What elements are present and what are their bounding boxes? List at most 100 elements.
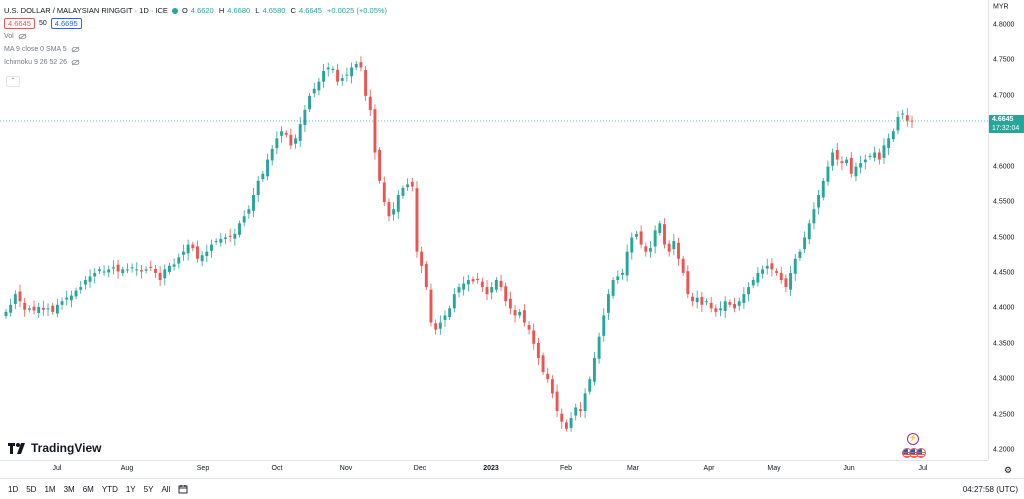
- candle: [55, 298, 59, 318]
- calendar-range-icon[interactable]: [178, 484, 188, 494]
- candle-body: [266, 159, 269, 177]
- range-button-5d[interactable]: 5D: [26, 484, 37, 494]
- currency-label: MYR: [993, 3, 1009, 11]
- candle: [261, 170, 265, 182]
- candle: [831, 148, 835, 171]
- tradingview-logo[interactable]: TradingView: [8, 441, 101, 455]
- low-label: L: [255, 5, 260, 15]
- candle: [420, 246, 424, 273]
- indicator-ma-label: MA 9 close 0 SMA 5: [4, 45, 67, 53]
- candle: [896, 111, 900, 135]
- candle-body: [60, 301, 64, 305]
- candle-body: [41, 307, 45, 310]
- range-button-ytd[interactable]: YTD: [101, 484, 118, 494]
- candle-body: [102, 271, 106, 273]
- candle-body: [639, 231, 643, 245]
- candle-body: [364, 70, 368, 96]
- candle: [667, 239, 671, 257]
- candle: [751, 277, 755, 289]
- range-button-1m[interactable]: 1M: [44, 484, 56, 494]
- eye-off-icon[interactable]: [71, 59, 80, 66]
- low-value: 4.6580: [262, 5, 286, 15]
- candle: [331, 66, 335, 73]
- gear-icon[interactable]: ⚙: [1004, 465, 1013, 475]
- buy-button[interactable]: 4.6695: [50, 18, 82, 29]
- lightning-icon[interactable]: ⚡: [907, 433, 919, 445]
- candle: [158, 265, 162, 287]
- candle-body: [191, 244, 195, 249]
- chart-area[interactable]: U.S. DOLLAR / MALAYSIAN RINGGIT · 1D · I…: [0, 0, 988, 460]
- candle-body: [97, 269, 101, 272]
- candle: [434, 319, 438, 335]
- candle: [373, 104, 377, 160]
- candle: [102, 265, 106, 276]
- candle: [23, 297, 27, 317]
- candle: [901, 109, 905, 120]
- range-button-all[interactable]: All: [161, 484, 171, 494]
- time-tick-label: Dec: [413, 465, 427, 472]
- candle-body: [448, 308, 452, 318]
- indicator-vol[interactable]: Vol: [4, 30, 390, 43]
- eye-off-icon[interactable]: [18, 33, 27, 40]
- candle-body: [709, 302, 713, 309]
- candle: [238, 220, 241, 238]
- indicator-ma[interactable]: MA 9 close 0 SMA 5: [4, 43, 390, 56]
- sell-button[interactable]: 4.6645: [4, 18, 35, 29]
- candle-body: [494, 280, 498, 290]
- candle-body: [770, 263, 774, 270]
- candle: [891, 128, 895, 143]
- candle: [364, 66, 368, 101]
- range-button-3m[interactable]: 3M: [63, 484, 75, 494]
- range-button-1d[interactable]: 1D: [8, 484, 19, 494]
- collapse-legend-button[interactable]: ⌃: [6, 76, 20, 87]
- candle-body: [326, 67, 330, 70]
- candle-body: [135, 269, 139, 271]
- high-value: 4.6680: [227, 5, 251, 15]
- candle: [51, 302, 55, 315]
- candle-body: [677, 242, 680, 259]
- candle-body: [443, 315, 447, 320]
- candle-body: [336, 69, 340, 82]
- candle: [83, 276, 87, 290]
- candle-body: [812, 209, 816, 224]
- price-axis[interactable]: MYR 4.80004.75004.70004.65004.60004.5500…: [988, 0, 1024, 460]
- candle: [121, 266, 125, 277]
- candle-body: [681, 258, 685, 273]
- range-button-6m[interactable]: 6M: [82, 484, 94, 494]
- price-tick-label: 4.5500: [993, 198, 1015, 206]
- eye-off-icon[interactable]: [71, 46, 80, 53]
- candle: [756, 266, 760, 287]
- symbol-title[interactable]: U.S. DOLLAR / MALAYSIAN RINGGIT · 1D · I…: [4, 5, 168, 15]
- candle-body: [69, 295, 73, 301]
- candle-body: [457, 287, 461, 293]
- candle-body: [541, 355, 545, 373]
- tradingview-logo-icon: [8, 442, 25, 454]
- indicator-vol-label: Vol: [4, 32, 14, 40]
- range-button-1y[interactable]: 1Y: [125, 484, 136, 494]
- close-value: 4.6645: [298, 5, 322, 15]
- candle-body: [476, 278, 480, 280]
- indicator-ichimoku[interactable]: Ichimoku 9 26 52 26: [4, 56, 390, 69]
- candle: [840, 156, 844, 171]
- candle-body: [550, 379, 554, 394]
- candle: [308, 93, 312, 112]
- candle: [550, 375, 554, 399]
- range-button-5y[interactable]: 5Y: [143, 484, 154, 494]
- candlestick-chart[interactable]: [0, 0, 988, 460]
- candle: [205, 244, 209, 263]
- candle: [592, 351, 596, 386]
- candle: [163, 264, 167, 286]
- candle-body: [733, 303, 736, 309]
- candle: [817, 190, 821, 215]
- candle: [504, 282, 508, 307]
- candle-body: [4, 311, 8, 317]
- time-axis[interactable]: Jul Aug Sep Oct Nov Dec 2023 Feb Mar Apr May Jun Jul: [0, 460, 988, 480]
- candle-body: [877, 152, 881, 160]
- candle: [233, 229, 237, 246]
- candle-body: [499, 280, 503, 288]
- utc-clock[interactable]: 04:27:58 (UTC): [962, 484, 1018, 494]
- candle-body: [93, 272, 97, 277]
- economic-events-badge[interactable]: [902, 448, 926, 458]
- candle: [429, 283, 433, 327]
- candle: [877, 148, 881, 165]
